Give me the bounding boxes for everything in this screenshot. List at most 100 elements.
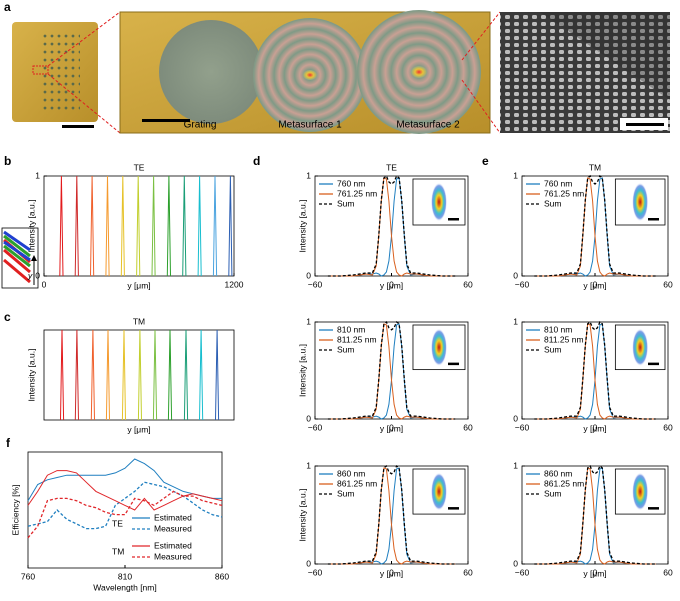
panel-letter: f bbox=[6, 436, 11, 450]
series-line bbox=[534, 320, 656, 420]
inset-scale-bar bbox=[648, 507, 659, 510]
panel-letter: e bbox=[482, 154, 489, 168]
chart-title: TM bbox=[589, 162, 601, 172]
y-tick-label: 0 bbox=[513, 270, 518, 280]
series-line bbox=[27, 458, 222, 501]
legend-group: TM bbox=[112, 546, 124, 556]
series-line bbox=[59, 175, 64, 277]
legend-label: Sum bbox=[544, 198, 561, 208]
x-tick-label: 60 bbox=[463, 422, 473, 432]
series-line bbox=[327, 174, 456, 277]
x-axis-label: y [μm] bbox=[380, 568, 403, 578]
scale-bar bbox=[626, 123, 664, 126]
series-line bbox=[183, 329, 189, 421]
plot-frame bbox=[43, 329, 235, 421]
legend-label: 760 nm bbox=[544, 178, 572, 188]
series-line bbox=[182, 175, 187, 277]
x-tick-label: −60 bbox=[308, 567, 323, 577]
y-tick-label: 1 bbox=[513, 460, 518, 470]
inset-scale-bar bbox=[648, 362, 659, 366]
series-line bbox=[152, 329, 158, 421]
series-line bbox=[534, 467, 656, 565]
chart-title: TE bbox=[386, 162, 397, 172]
panel-letter: c bbox=[4, 310, 11, 324]
legend-label: 861.25 nm bbox=[544, 478, 584, 488]
x-tick-label: −60 bbox=[308, 422, 323, 432]
series-line bbox=[137, 329, 142, 421]
series-line bbox=[105, 329, 110, 421]
focal-spot bbox=[411, 66, 427, 78]
series-line bbox=[534, 464, 656, 565]
series-line bbox=[121, 329, 126, 421]
series-line bbox=[27, 470, 223, 511]
legend-group: TE bbox=[112, 518, 123, 528]
inset-scale-bar bbox=[448, 362, 459, 366]
sem-image bbox=[500, 12, 670, 133]
y-tick-label: 1 bbox=[513, 170, 518, 180]
legend-label: 811.25 nm bbox=[337, 334, 377, 344]
x-tick-label: 0 bbox=[593, 567, 598, 577]
inset-image bbox=[632, 182, 649, 222]
legend-label: 860 nm bbox=[544, 468, 572, 478]
series-line bbox=[327, 467, 456, 565]
legend-label: 761.25 nm bbox=[337, 188, 377, 198]
legend-label: 811.25 nm bbox=[544, 334, 584, 344]
legend-label: Sum bbox=[544, 344, 561, 354]
y-axis-label: Intensity [a.u.] bbox=[26, 349, 36, 402]
y-axis-label: Intensity [a.u.] bbox=[297, 344, 307, 397]
x-tick-label: 60 bbox=[463, 279, 473, 289]
inset-image bbox=[430, 328, 447, 367]
y-tick-label: 0 bbox=[306, 558, 311, 568]
zoom-box bbox=[32, 65, 49, 75]
y-axis-label: Intensity [a.u.] bbox=[297, 200, 307, 253]
y-tick-label: 0 bbox=[513, 413, 518, 423]
x-tick-label: 60 bbox=[663, 567, 673, 577]
chart-title: TE bbox=[134, 162, 145, 172]
series-line bbox=[27, 490, 223, 539]
x-tick-label: 0 bbox=[593, 279, 598, 289]
legend-label: Sum bbox=[544, 488, 561, 498]
y-tick-label: 0 bbox=[306, 413, 311, 423]
series-line bbox=[534, 323, 656, 420]
series-line bbox=[228, 175, 233, 277]
zoom-line bbox=[47, 73, 121, 134]
grating-circle bbox=[159, 20, 263, 124]
series-line bbox=[327, 464, 456, 565]
chip-dots bbox=[40, 32, 80, 112]
panel-letter: d bbox=[253, 154, 260, 168]
legend-label: Measured bbox=[154, 523, 192, 533]
x-tick-label: −60 bbox=[515, 567, 530, 577]
series-line bbox=[215, 329, 220, 421]
legend-label: 760 nm bbox=[337, 178, 365, 188]
legend-label: 810 nm bbox=[544, 324, 572, 334]
y-axis-label: Intensity [a.u.] bbox=[26, 200, 36, 253]
schematic-label: y bbox=[27, 270, 33, 280]
y-axis-label: Intensity [a.u.] bbox=[297, 489, 307, 542]
y-tick-label: 1 bbox=[513, 316, 518, 326]
y-tick-label: 0 bbox=[513, 558, 518, 568]
series-line bbox=[90, 175, 95, 277]
x-tick-label: 0 bbox=[389, 422, 394, 432]
x-axis-label: y [μm] bbox=[380, 423, 403, 433]
legend-label: Sum bbox=[337, 344, 354, 354]
x-tick-label: 0 bbox=[593, 422, 598, 432]
x-tick-label: 810 bbox=[118, 571, 132, 581]
x-tick-label: 60 bbox=[663, 422, 673, 432]
x-tick-label: −60 bbox=[308, 279, 323, 289]
sem-shade bbox=[540, 12, 670, 100]
scale-bar bbox=[62, 125, 94, 128]
y-tick-label: 1 bbox=[35, 170, 40, 180]
legend-label: 861.25 nm bbox=[337, 478, 377, 488]
series-line bbox=[197, 175, 202, 277]
x-tick-label: 0 bbox=[389, 567, 394, 577]
series-line bbox=[167, 329, 173, 421]
series-line bbox=[534, 177, 656, 277]
x-axis-label: y [μm] bbox=[127, 280, 150, 290]
series-line bbox=[166, 175, 171, 277]
series-line bbox=[74, 329, 79, 421]
y-tick-label: 0 bbox=[35, 270, 40, 280]
y-tick-label: 1 bbox=[306, 316, 311, 326]
series-line bbox=[120, 175, 125, 277]
chart-title: TM bbox=[133, 316, 145, 326]
